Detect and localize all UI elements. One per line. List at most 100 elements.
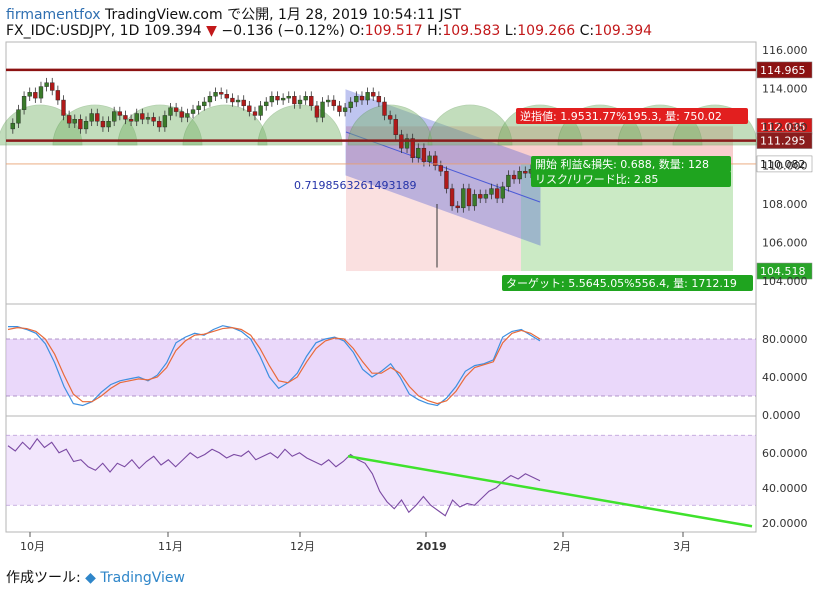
stoch-k-line	[8, 325, 541, 407]
target-annotation-box	[502, 275, 753, 291]
candle-body	[517, 171, 522, 180]
cloud-segment	[347, 104, 433, 146]
author-name[interactable]: firmamentfox	[6, 7, 101, 23]
price-axis-tick: 112.000	[762, 121, 808, 134]
candle-body	[348, 101, 353, 108]
candle-body	[438, 165, 443, 172]
stoch-axis-tick: 80.0000	[762, 333, 808, 346]
candle-body	[309, 95, 314, 107]
candle-body	[241, 99, 246, 107]
candle-body	[173, 107, 179, 112]
candle-body	[494, 188, 500, 199]
price-label-box	[756, 132, 813, 149]
price-label-text: 104.518	[760, 265, 806, 278]
candle-body	[354, 95, 359, 103]
x-axis-tick-label: 3月	[673, 540, 691, 553]
candle-body	[303, 95, 308, 101]
candle-body	[455, 205, 460, 209]
made-with-label: 作成ツール:	[6, 570, 81, 586]
candle-body	[117, 111, 122, 116]
candle-body	[326, 99, 331, 103]
candle-body	[157, 121, 162, 128]
candle-body	[202, 101, 207, 107]
candle-body	[55, 90, 61, 101]
candle-body	[145, 117, 151, 120]
tradingview-brand[interactable]: TradingView	[100, 570, 185, 586]
price-axis-tick: 104.000	[762, 275, 808, 288]
candle-body	[72, 119, 77, 124]
candle-body	[21, 95, 27, 110]
candle-body	[38, 86, 44, 99]
x-axis-tick-label: 2月	[553, 540, 571, 553]
stop-loss-annotation-box	[516, 108, 748, 124]
footer: 作成ツール: ◆ TradingView	[6, 567, 185, 587]
candle-body	[500, 186, 505, 199]
stoch-d-line	[7, 326, 541, 405]
risk-zone	[346, 163, 521, 272]
rsi-axis-tick: 40.0000	[762, 482, 808, 495]
open-value: 109.517	[364, 23, 423, 39]
symbol-line: FX_IDC:USDJPY, 1D 109.394	[6, 23, 202, 39]
candle-body	[449, 188, 455, 207]
entry-annotation-box	[531, 156, 731, 172]
candle-body	[78, 119, 83, 130]
candle-body	[179, 111, 184, 118]
tradingview-logo-icon[interactable]: ◆	[85, 570, 96, 586]
candle-body	[10, 122, 15, 130]
candle-body	[196, 105, 201, 110]
x-axis-tick-label: 10月	[20, 540, 45, 553]
candle-body	[365, 92, 370, 101]
candle-body	[123, 115, 128, 120]
published-line: TradingView.com で公開, 1月 28, 2019 10:54:1…	[104, 7, 462, 23]
candle-body	[151, 117, 156, 122]
candle-body	[359, 95, 365, 101]
cloud-segment	[182, 104, 268, 146]
candle-body	[331, 99, 336, 107]
candle-body	[66, 115, 72, 124]
candle-body	[376, 95, 382, 103]
candle-body	[342, 107, 348, 112]
stoch-axis-tick: 0.0000	[762, 409, 801, 422]
candle-body	[382, 101, 387, 116]
candle-body	[387, 115, 393, 120]
low-value: 109.266	[517, 23, 576, 39]
candle-body	[100, 121, 106, 128]
candle-body	[83, 121, 89, 130]
risk-reward-annotation: リスク/リワード比: 2.85	[535, 173, 658, 186]
price-label-box	[756, 155, 813, 173]
rsi-band	[6, 435, 756, 506]
price-axis-tick: 108.000	[762, 198, 808, 211]
candle-body	[190, 109, 196, 114]
fib-value-annotation: 0.7198563261493189	[294, 179, 416, 192]
cloud-segment	[427, 104, 513, 146]
candle-body	[16, 109, 21, 124]
candle-body	[213, 92, 218, 97]
down-arrow-icon: ▼	[206, 23, 217, 39]
candle-body	[478, 194, 483, 199]
candle-body	[483, 194, 489, 199]
candle-body	[461, 188, 466, 209]
change-value: −0.136 (−0.12%)	[221, 23, 345, 39]
candle-body	[168, 107, 173, 116]
candle-body	[292, 95, 297, 105]
entry-annotation: 開始 利益&損失: 0.688, 数量: 128	[535, 157, 709, 171]
price-label-text: 114.965	[760, 64, 806, 77]
x-axis-tick-label: 12月	[290, 540, 315, 553]
candle-body	[134, 113, 139, 122]
candle-body	[224, 94, 229, 99]
high-value: 109.583	[442, 23, 501, 39]
candle-body	[33, 92, 38, 99]
candle-body	[314, 105, 320, 118]
candle-body	[489, 188, 494, 195]
rsi-axis-tick: 20.0000	[762, 517, 808, 530]
candle-body	[511, 174, 517, 180]
risk-reward-annotation-box	[531, 171, 731, 187]
candle-body	[280, 97, 286, 101]
candle-body	[444, 171, 449, 189]
candle-body	[286, 95, 291, 99]
open-label: O:	[349, 23, 365, 39]
price-label-text: 110.082	[760, 158, 806, 171]
candle-body	[128, 119, 134, 122]
